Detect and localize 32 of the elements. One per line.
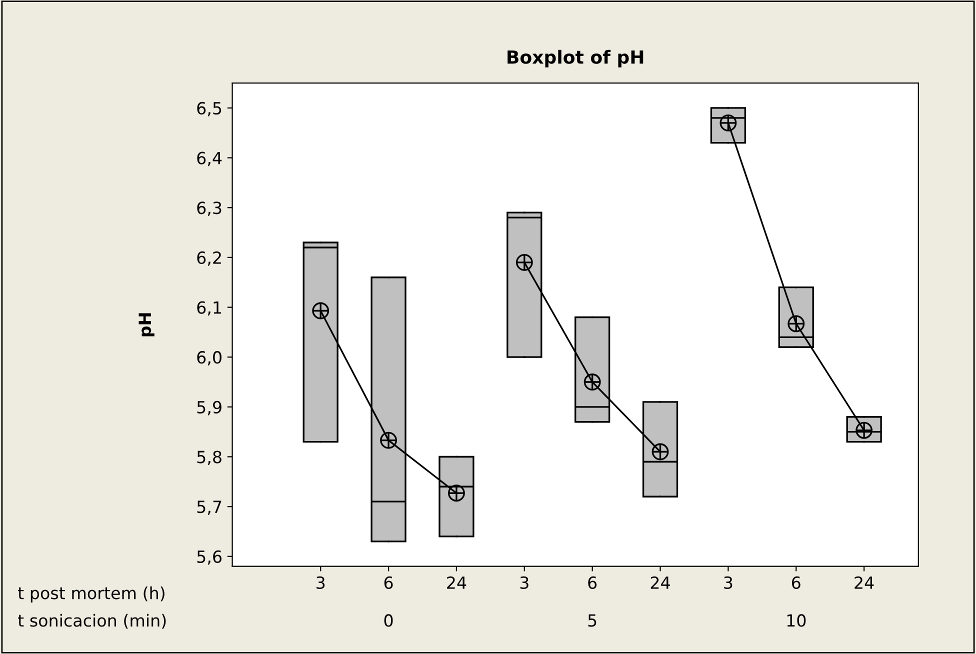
x-axis-title: t post mortem (h) [18,586,164,603]
point [652,443,669,460]
y-tick-label: 5,6 [197,550,222,565]
x-tick-label: 24 [447,576,466,589]
point [312,302,330,320]
x-tick-label: 6 [588,576,597,589]
x-tick-label: 6 [384,576,393,589]
x-tick-label: 24 [854,576,874,589]
y-tick-label: 5,9 [197,400,222,416]
x-tick-label: 3 [520,576,528,589]
y-tick-label: 6,2 [197,251,221,266]
text: 10 [787,614,806,627]
chart-title: Boxplot of pH [508,50,644,68]
y-tick-label: 5,8 [197,450,222,466]
text: 0 [384,614,393,627]
x-tick-label: 24 [650,576,670,589]
y-tick-label: 6,4 [197,152,222,166]
text: 5 [588,614,596,627]
y-tick-label: 6,0 [197,351,222,366]
point [516,254,533,271]
point [584,374,601,390]
point [380,432,398,449]
x-tick-label: 3 [316,576,325,589]
y-tick-label: 6,3 [197,202,222,216]
y-tick-label: 6,5 [197,102,222,116]
y-tick-label: 6,1 [197,301,222,316]
text: t sonicacion (min) [18,614,166,629]
x-tick-label: 3 [724,576,732,589]
y-axis-title: pH [138,313,154,336]
x-tick-label: 6 [792,576,800,589]
point [448,484,465,502]
y-tick-label: 5,7 [197,500,222,515]
